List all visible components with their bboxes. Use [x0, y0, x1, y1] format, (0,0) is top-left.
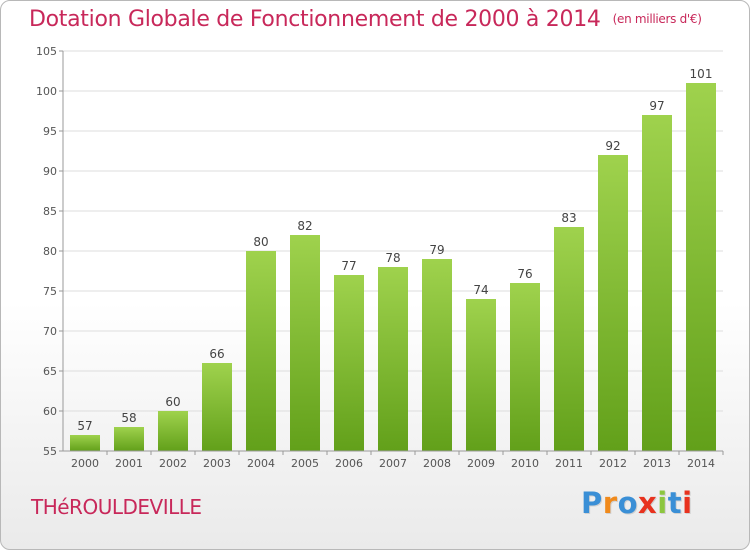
x-tick-label: 2006: [335, 457, 363, 470]
logo-letter: i: [657, 486, 668, 520]
bar-value-label: 66: [209, 347, 224, 361]
chart-subtitle: (en milliers d'€): [612, 12, 702, 26]
y-tick-label: 100: [36, 85, 57, 98]
bar: [202, 363, 232, 451]
chart-title: Dotation Globale de Fonctionnement de 20…: [29, 7, 702, 32]
bar-value-label: 76: [517, 267, 532, 281]
bar: [510, 283, 540, 451]
y-tick-label: 55: [43, 445, 57, 458]
proxiti-logo: Proxiti: [581, 486, 693, 520]
logo-letter: P: [581, 486, 603, 520]
bar-value-label: 58: [121, 411, 136, 425]
bar: [422, 259, 452, 451]
bar: [378, 267, 408, 451]
logo-letter: x: [638, 486, 658, 520]
y-tick-label: 105: [36, 45, 57, 58]
y-tick-label: 70: [43, 325, 57, 338]
x-tick-label: 2010: [511, 457, 539, 470]
x-tick-label: 2003: [203, 457, 231, 470]
bar-value-label: 74: [473, 283, 488, 297]
bar: [334, 275, 364, 451]
bar: [246, 251, 276, 451]
bar-value-label: 60: [165, 395, 180, 409]
x-tick-label: 2009: [467, 457, 495, 470]
bar-value-label: 92: [605, 139, 620, 153]
bar: [114, 427, 144, 451]
bars: 57 58 60 66 80 82 77 78 79 74 76 83 92 97 101: [70, 67, 716, 451]
y-axis-ticks: 55 60 65 70 75 80 85 90 95 100 105: [36, 45, 63, 458]
bar: [642, 115, 672, 451]
x-tick-label: 2001: [115, 457, 143, 470]
bar-value-label: 78: [385, 251, 400, 265]
chart-title-text: Dotation Globale de Fonctionnement de 20…: [29, 7, 601, 32]
bar-value-label: 80: [253, 235, 268, 249]
bar: [466, 299, 496, 451]
y-tick-label: 85: [43, 205, 57, 218]
x-tick-label: 2011: [555, 457, 583, 470]
logo-letter: t: [667, 486, 683, 520]
x-tick-label: 2005: [291, 457, 319, 470]
bar-value-label: 79: [429, 243, 444, 257]
x-axis-ticks: 2000 2001 2002 2003 2004 2005 2006 2007 2008 2009…: [71, 451, 724, 470]
y-tick-label: 60: [43, 405, 57, 418]
x-tick-label: 2002: [159, 457, 187, 470]
bar-value-label: 82: [297, 219, 312, 233]
y-tick-label: 75: [43, 285, 57, 298]
commune-name: THéROULDEVILLE: [31, 495, 202, 519]
y-tick-label: 95: [43, 125, 57, 138]
x-tick-label: 2008: [423, 457, 451, 470]
y-tick-label: 65: [43, 365, 57, 378]
x-tick-label: 2007: [379, 457, 407, 470]
x-tick-label: 2013: [643, 457, 671, 470]
bar: [554, 227, 584, 451]
bar: [158, 411, 188, 451]
bar-value-label: 101: [690, 67, 713, 81]
bar: [290, 235, 320, 451]
bar-value-label: 83: [561, 211, 576, 225]
x-tick-label: 2004: [247, 457, 275, 470]
x-tick-label: 2014: [687, 457, 715, 470]
y-tick-label: 90: [43, 165, 57, 178]
bar: [70, 435, 100, 451]
bar-value-label: 97: [649, 99, 664, 113]
logo-letter: i: [682, 486, 693, 520]
logo-letter: r: [602, 486, 618, 520]
axes: [62, 51, 723, 452]
bar-value-label: 77: [341, 259, 356, 273]
x-tick-label: 2000: [71, 457, 99, 470]
logo-letter: o: [617, 486, 639, 520]
bar: [598, 155, 628, 451]
bar: [686, 83, 716, 451]
x-tick-label: 2012: [599, 457, 627, 470]
bar-value-label: 57: [77, 419, 92, 433]
y-tick-label: 80: [43, 245, 57, 258]
